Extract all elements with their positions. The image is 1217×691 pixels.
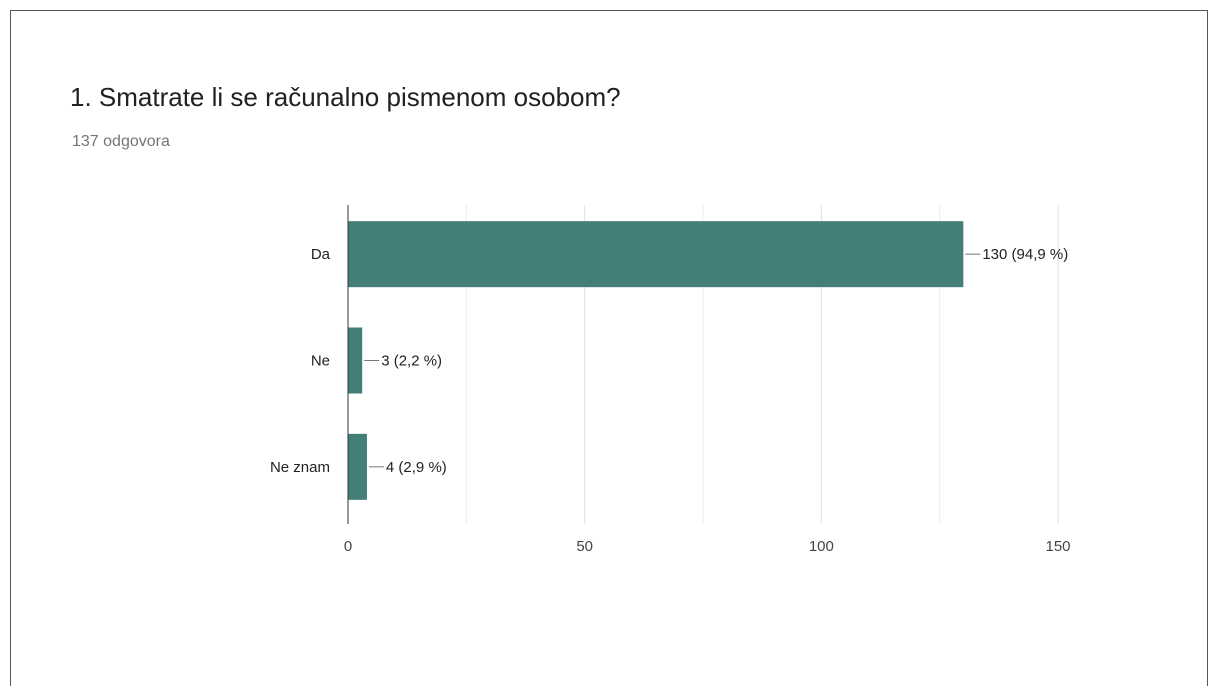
bar — [348, 327, 363, 394]
bar — [348, 433, 367, 500]
bar — [348, 221, 964, 288]
x-tick-label: 0 — [344, 538, 352, 555]
value-label: 4 (2,9 %) — [386, 459, 447, 476]
y-tick-label: Ne znam — [270, 459, 330, 476]
x-tick-label: 100 — [809, 538, 834, 555]
value-label: 3 (2,2 %) — [381, 352, 442, 369]
card — [10, 10, 1208, 691]
y-tick-label: Da — [311, 246, 331, 263]
chart-subtitle: 137 odgovora — [72, 133, 170, 150]
chart-title: 1. Smatrate li se računalno pismenom oso… — [70, 82, 621, 112]
x-tick-label: 150 — [1045, 538, 1070, 555]
x-tick-label: 50 — [576, 538, 593, 555]
value-label: 130 (94,9 %) — [982, 246, 1068, 263]
y-tick-label: Ne — [311, 352, 330, 369]
